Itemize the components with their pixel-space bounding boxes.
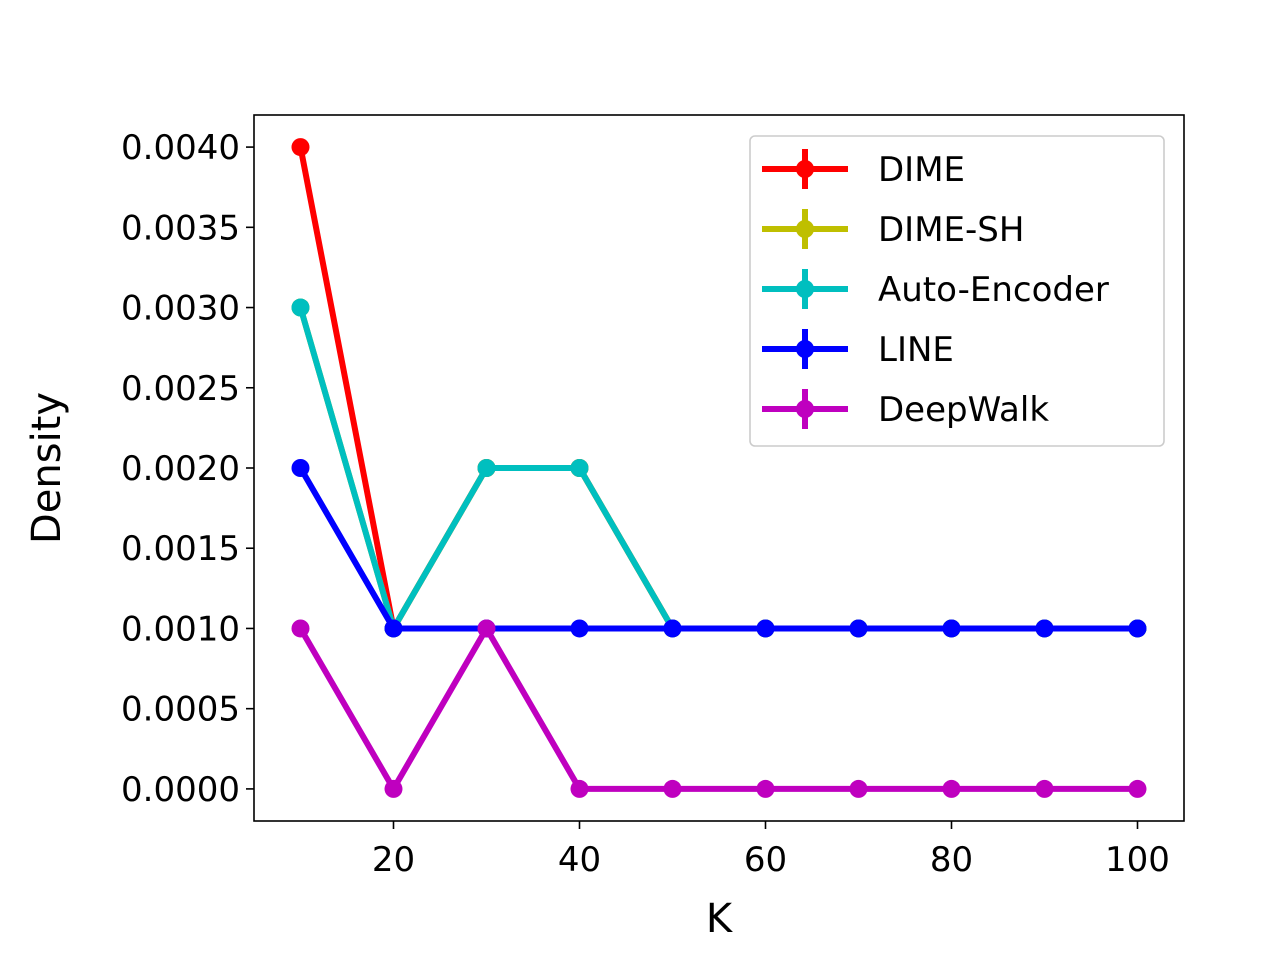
- y-tick-label: 0.0030: [121, 289, 240, 329]
- y-tick-label: 0.0005: [121, 690, 240, 730]
- legend-marker: [796, 220, 814, 238]
- x-tick-label: 60: [744, 840, 787, 880]
- y-tick-label: 0.0010: [121, 609, 240, 649]
- data-point: [477, 619, 496, 638]
- legend-item: DIME-SH: [762, 209, 1024, 250]
- legend-item: LINE: [762, 329, 954, 370]
- data-point: [756, 619, 775, 638]
- legend-marker: [796, 160, 814, 178]
- legend-label: Auto-Encoder: [878, 270, 1109, 310]
- y-tick-label: 0.0015: [121, 529, 240, 569]
- y-tick-label: 0.0040: [121, 128, 240, 168]
- legend-marker: [796, 280, 814, 298]
- legend: DIME DIME-SH Auto-Encoder LINE DeepWalk: [749, 135, 1165, 447]
- legend-label: DIME: [878, 150, 965, 190]
- x-axis-title: K: [706, 896, 734, 942]
- legend-label: DeepWalk: [878, 390, 1049, 430]
- x-tick-label: 40: [558, 840, 601, 880]
- series-line: [297, 466, 1138, 632]
- data-point: [570, 779, 589, 798]
- data-point: [756, 779, 775, 798]
- data-point: [570, 459, 589, 477]
- y-tick-label: 0.0025: [121, 369, 240, 409]
- data-point: [942, 619, 961, 638]
- legend-marker: [796, 400, 814, 418]
- data-point: [663, 619, 682, 638]
- data-point: [291, 298, 310, 317]
- data-point: [942, 779, 961, 798]
- legend-item: DeepWalk: [762, 389, 1049, 430]
- data-point: [477, 459, 496, 477]
- data-point: [663, 779, 682, 798]
- legend-item: DIME: [762, 149, 965, 190]
- y-tick-label: 0.0000: [121, 770, 240, 810]
- y-axis-title: Density: [24, 392, 70, 544]
- y-tick-label: 0.0020: [121, 449, 240, 489]
- data-point: [1128, 619, 1147, 638]
- series-deepwalk: [291, 619, 1147, 798]
- legend-label: DIME-SH: [878, 210, 1024, 250]
- data-point: [849, 619, 868, 638]
- data-point: [1035, 779, 1054, 798]
- x-axis: 20 40 60 80 100: [372, 821, 1170, 880]
- legend-box: [749, 135, 1165, 447]
- data-point: [1035, 619, 1054, 638]
- series-layer: [291, 138, 1147, 798]
- legend-label: LINE: [878, 330, 954, 370]
- legend-item: Auto-Encoder: [762, 269, 1109, 310]
- y-tick-label: 0.0035: [121, 208, 240, 248]
- data-point: [291, 619, 310, 638]
- data-point: [570, 619, 589, 638]
- data-point: [1128, 779, 1147, 798]
- legend-marker: [796, 340, 814, 358]
- data-point: [291, 459, 310, 477]
- x-tick-label: 80: [930, 840, 973, 880]
- x-tick-label: 100: [1105, 840, 1170, 880]
- data-point: [849, 779, 868, 798]
- y-axis: 0.0000 0.0005 0.0010 0.0015 0.0020 0.0025 0.00…: [121, 128, 254, 810]
- series-line: [297, 625, 1138, 792]
- data-point: [384, 779, 403, 798]
- data-point: [291, 138, 310, 157]
- x-tick-label: 20: [372, 840, 415, 880]
- data-point: [384, 619, 403, 638]
